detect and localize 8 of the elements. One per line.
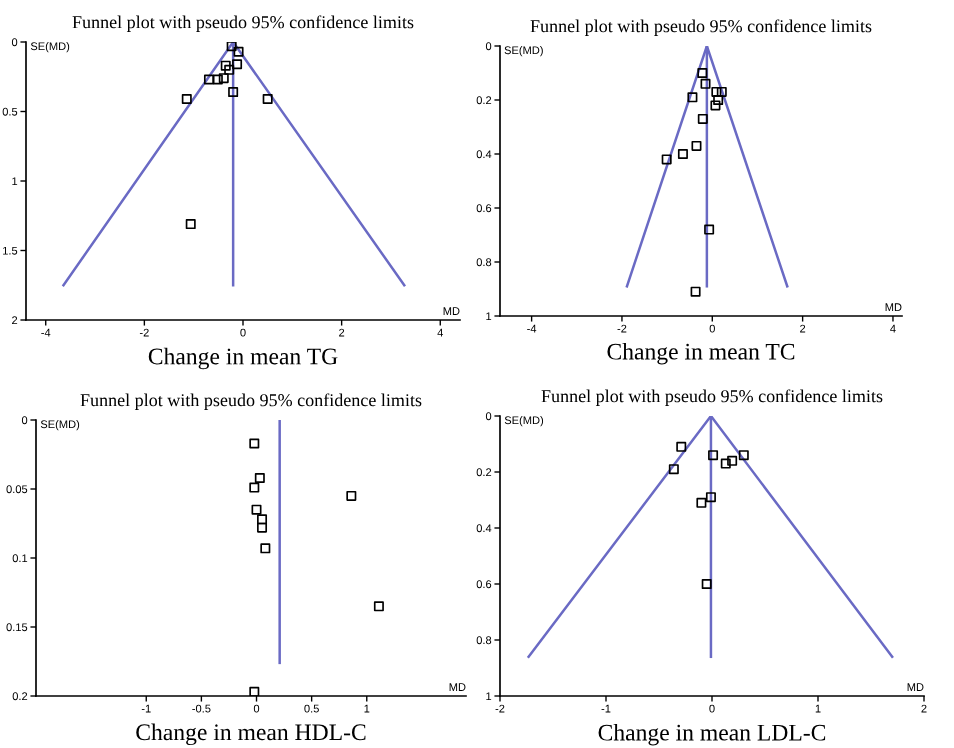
text: Change in mean HDL-C <box>136 723 366 746</box>
chart-title: Funnel plot with pseudo 95% confidence limits <box>530 19 872 36</box>
text: Change in mean LDL-C <box>598 724 826 746</box>
chart-title: Funnel plot with pseudo 95% confidence limits <box>80 393 422 410</box>
chart-title: Funnel plot with pseudo 95% confidence limits <box>72 15 414 32</box>
chart-title: Funnel plot with pseudo 95% confidence limits <box>541 389 883 406</box>
text: Change in mean TC <box>607 343 795 365</box>
text: Change in mean TG <box>148 347 338 370</box>
